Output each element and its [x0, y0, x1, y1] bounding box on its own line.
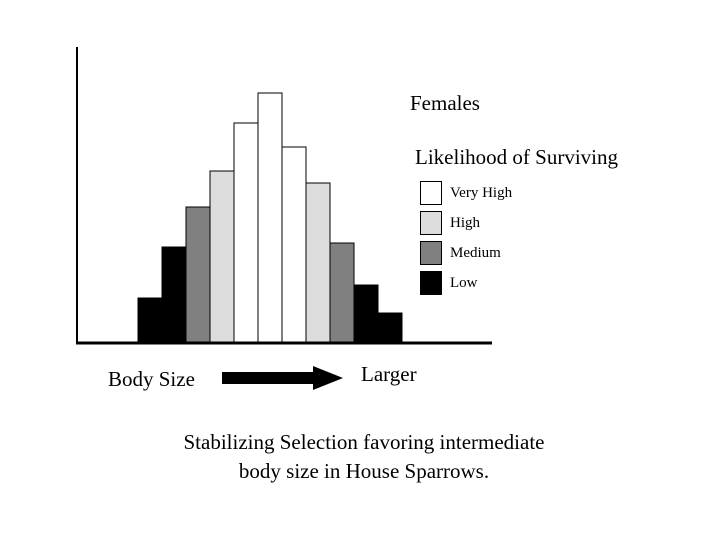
x-axis-label: Body Size — [108, 367, 195, 391]
legend-item-high: High — [420, 211, 480, 235]
caption: Stabilizing Selection favoring intermedi… — [140, 428, 588, 486]
larger-arrow — [222, 366, 343, 390]
caption-line-1: Stabilizing Selection favoring intermedi… — [183, 430, 545, 454]
legend-label-medium: Medium — [450, 244, 501, 261]
legend-swatch-very-high — [420, 181, 442, 205]
histogram-bar-4 — [209, 170, 235, 344]
legend-item-medium: Medium — [420, 241, 501, 265]
legend-label-low: Low — [450, 274, 478, 291]
legend-label-very-high: Very High — [450, 184, 513, 201]
legend-swatch-medium — [420, 241, 442, 265]
legend-title: Likelihood of Surviving — [415, 145, 618, 169]
histogram-bar-9 — [329, 242, 355, 344]
histogram-bar-10 — [353, 284, 379, 344]
legend-swatch-low — [420, 271, 442, 295]
histogram-bar-6 — [257, 92, 283, 344]
histogram-bar-7 — [281, 146, 307, 344]
histogram-bars — [137, 92, 403, 344]
caption-line-2: body size in House Sparrows. — [238, 459, 490, 483]
legend-label-high: High — [450, 214, 480, 231]
legend-swatch-high — [420, 211, 442, 235]
chart-title: Females — [410, 91, 480, 115]
histogram-bar-8 — [305, 182, 331, 344]
legend-item-low: Low — [420, 271, 478, 295]
histogram-bar-1 — [137, 297, 163, 344]
histogram-bar-11 — [377, 312, 403, 344]
histogram-bar-3 — [185, 206, 211, 344]
histogram-bar-5 — [233, 122, 259, 344]
histogram-bar-2 — [161, 246, 187, 344]
legend-item-very-high: Very High — [420, 181, 512, 205]
x-direction-label: Larger — [361, 362, 417, 386]
